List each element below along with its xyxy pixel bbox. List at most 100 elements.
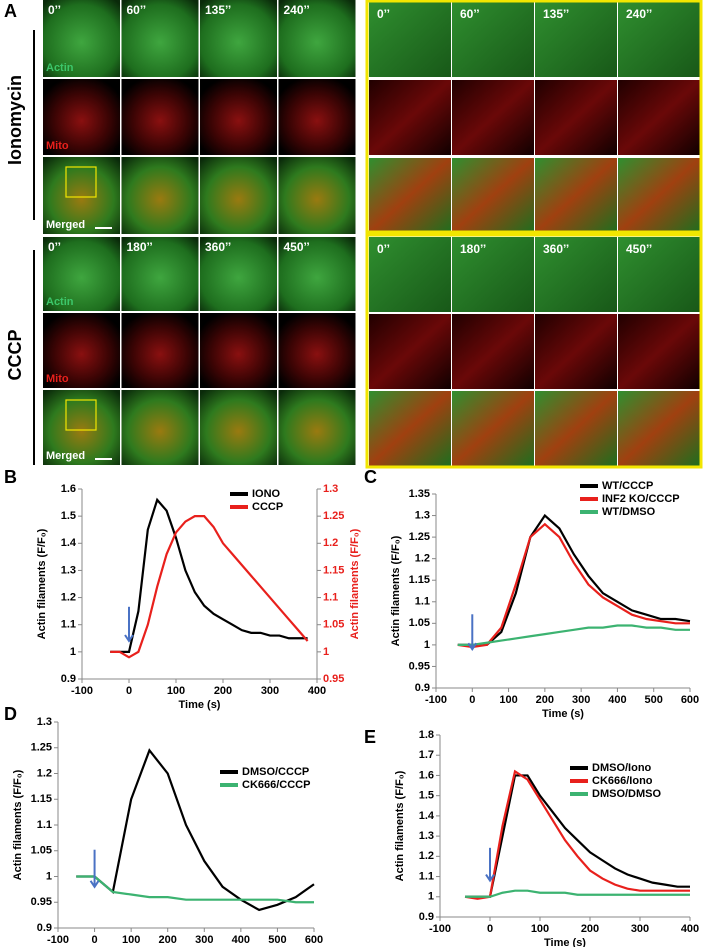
y-tick-label: 1.3 — [419, 830, 434, 842]
micrograph-zoom — [369, 237, 451, 312]
y-tick-label: 0.9 — [37, 922, 52, 934]
x-tick-label: -100 — [71, 685, 93, 697]
y-tick-label: 1 — [46, 870, 52, 882]
time-label: 60’’ — [460, 7, 480, 21]
y-tick-label: 0.95 — [409, 660, 430, 672]
micrograph-zoom — [618, 391, 700, 466]
y-tick-label: 1.4 — [419, 810, 435, 822]
y2-tick-label: 1.2 — [323, 537, 338, 549]
x-tick-label: 200 — [581, 923, 599, 935]
x-tick-label: 100 — [122, 934, 140, 946]
micrograph — [200, 0, 277, 77]
panel-letter: B — [4, 467, 17, 487]
y-tick-label: 1 — [70, 646, 76, 658]
y-tick-label: 1.2 — [37, 767, 52, 779]
micrograph-zoom — [452, 237, 534, 312]
legend-label: DMSO/Iono — [592, 762, 652, 774]
series-line — [464, 769, 690, 900]
y-axis-title: Actin filaments (F/F₀) — [12, 769, 24, 880]
x-tick-label: 400 — [608, 694, 626, 706]
micrograph-zoom — [369, 314, 451, 389]
micrograph-zoom — [535, 314, 617, 389]
y-tick-label: 1.5 — [61, 510, 76, 522]
stimulus-arrow-head — [467, 642, 478, 652]
x-tick-label: 400 — [308, 685, 326, 697]
series-line — [457, 522, 690, 649]
roi-box — [65, 399, 97, 431]
x-tick-label: 0 — [92, 934, 98, 946]
y-tick-label: 1.3 — [61, 564, 76, 576]
y2-axis-title: Actin filaments (F/F₀) — [349, 528, 361, 639]
legend-label: INF2 KO/CCCP — [602, 493, 680, 505]
panel-letter: D — [4, 704, 17, 724]
series-line — [457, 624, 690, 646]
micrograph — [200, 79, 277, 155]
x-tick-label: 500 — [645, 694, 663, 706]
micrograph-zoom — [369, 2, 451, 77]
micrograph — [43, 79, 120, 155]
micrograph — [121, 390, 199, 465]
y-tick-label: 1.1 — [61, 619, 76, 631]
x-tick-label: 300 — [572, 694, 590, 706]
channel-label: Mito — [46, 373, 69, 385]
panel-letter: C — [364, 467, 377, 487]
y-tick-label: 1.5 — [419, 790, 434, 802]
legend-label: WT/CCCP — [602, 480, 653, 492]
micrograph-zoom — [535, 80, 617, 155]
x-tick-label: 300 — [195, 934, 213, 946]
y-tick-label: 1.05 — [409, 617, 430, 629]
x-axis-title: Time (s) — [542, 708, 584, 720]
series-line — [457, 513, 691, 646]
y-tick-label: 0.9 — [415, 682, 430, 694]
micrograph-zoom — [535, 158, 617, 233]
micrograph-zoom — [535, 2, 617, 77]
x-tick-label: 200 — [159, 934, 177, 946]
micrograph-zoom — [452, 391, 534, 466]
y2-tick-label: 1 — [323, 646, 329, 658]
legend-label: DMSO/CCCP — [242, 766, 309, 778]
time-label: 450’’ — [284, 240, 310, 254]
time-label: 0’’ — [377, 7, 390, 21]
micrograph-zoom — [618, 158, 700, 233]
y-tick-label: 1 — [424, 639, 430, 651]
y-tick-label: 1 — [428, 891, 434, 903]
legend-label: DMSO/DMSO — [592, 788, 662, 800]
channel-label: Mito — [46, 140, 69, 152]
micrograph — [121, 0, 199, 77]
time-label: 135’’ — [205, 3, 231, 17]
x-tick-label: -100 — [425, 694, 447, 706]
time-label: 360’’ — [205, 240, 231, 254]
y-tick-label: 1.6 — [61, 483, 76, 495]
y-tick-label: 1.1 — [419, 870, 434, 882]
y2-tick-label: 0.95 — [323, 673, 344, 685]
micrograph — [278, 157, 356, 234]
y-tick-label: 1.3 — [37, 716, 52, 728]
micrograph — [278, 390, 356, 465]
legend-label: CK666/CCCP — [242, 779, 310, 791]
micrograph — [43, 390, 120, 465]
y-axis-title: Actin filaments (F/F₀) — [36, 528, 48, 639]
series-line — [76, 875, 314, 904]
legend-label: CCCP — [252, 501, 283, 513]
micrograph — [200, 157, 277, 234]
time-label: 0’’ — [377, 242, 390, 256]
y-tick-label: 1.4 — [61, 537, 77, 549]
y-axis-title: Actin filaments (F/F₀) — [390, 535, 402, 646]
x-tick-label: 400 — [232, 934, 250, 946]
y-tick-label: 0.95 — [31, 896, 52, 908]
micrograph — [43, 237, 120, 311]
panel-letter: E — [364, 727, 376, 747]
y-tick-label: 1.6 — [419, 769, 434, 781]
time-label: 240’’ — [284, 3, 310, 17]
time-label: 360’’ — [543, 242, 569, 256]
x-tick-label: 500 — [268, 934, 286, 946]
y-tick-label: 1.3 — [415, 509, 430, 521]
micrograph — [121, 79, 199, 155]
x-tick-label: 100 — [167, 685, 185, 697]
series-line — [76, 748, 315, 912]
zoom-frame — [365, 233, 703, 469]
time-label: 180’’ — [127, 240, 153, 254]
micrograph-zoom — [452, 158, 534, 233]
micrograph-zoom — [535, 391, 617, 466]
